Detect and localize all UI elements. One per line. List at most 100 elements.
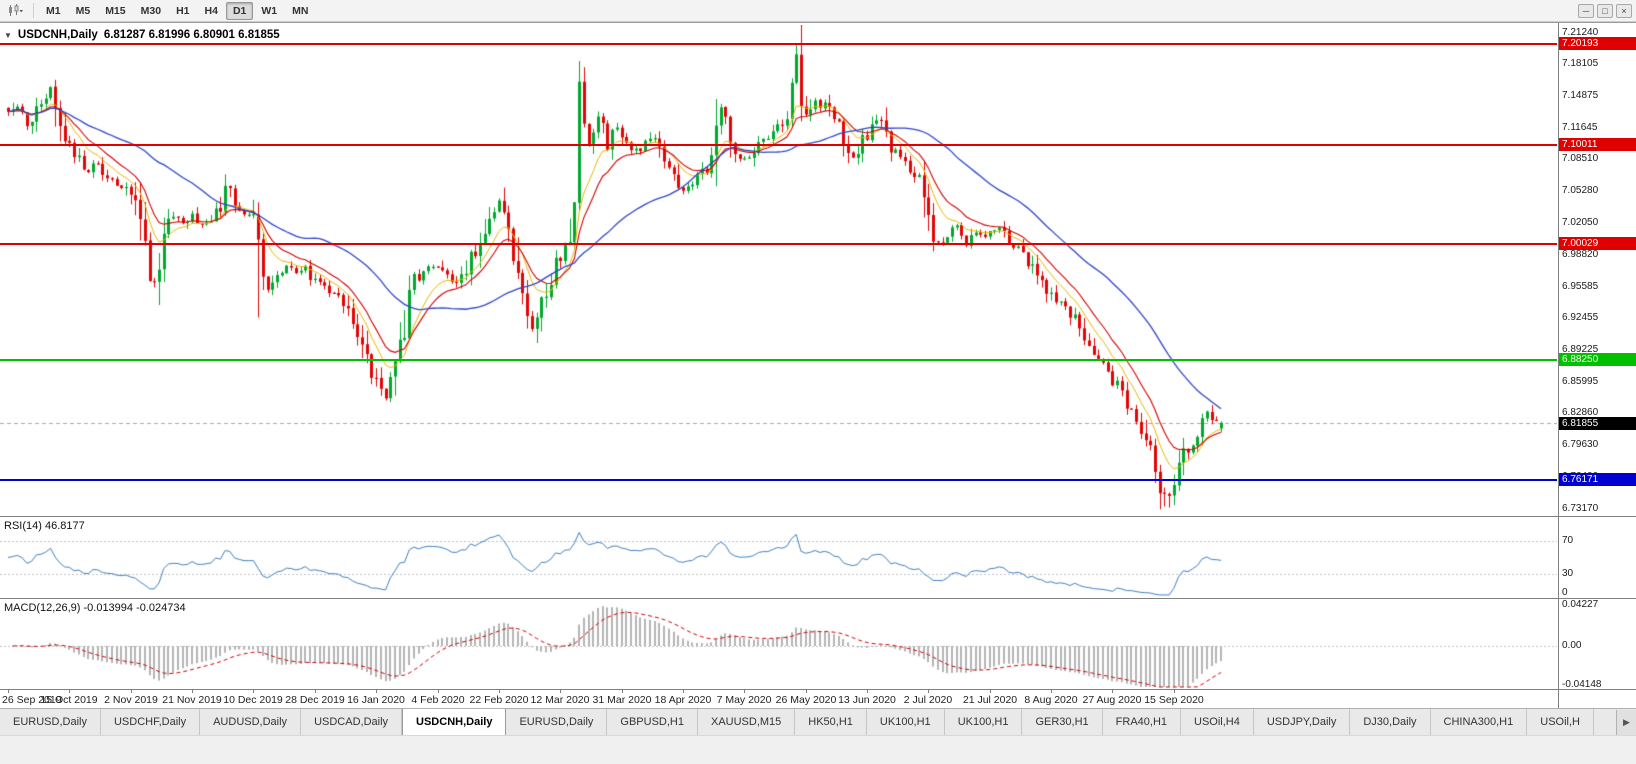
rsi-value: 46.8177 xyxy=(44,520,85,532)
price-axis-tick: 6.95585 xyxy=(1562,280,1599,292)
toolbar-separator xyxy=(33,3,34,18)
time-axis-tick xyxy=(315,690,316,693)
timeframe-button-m1[interactable]: M1 xyxy=(46,4,61,17)
collapse-arrow-icon[interactable]: ▼ xyxy=(4,30,12,40)
price-axis-tick: 7.18105 xyxy=(1562,57,1599,69)
price-level-badge: 7.20193 xyxy=(1559,37,1636,51)
timeframe-toolbar: M1 M5 M15 M30 H1 H4 D1 W1 MN xyxy=(39,1,315,20)
price-axis-tick: 6.85995 xyxy=(1562,375,1599,387)
chart-tab-bar: ▶ EURUSD,Daily USDCHF,Daily AUDUSD,Daily US… xyxy=(0,708,1636,735)
tab-hk50-h1[interactable]: HK50,H1 xyxy=(795,709,867,735)
macd-axis-label: 0.00 xyxy=(1562,640,1582,651)
price-axis-tick: 6.98820 xyxy=(1562,248,1599,260)
tab-usdcad-daily[interactable]: USDCAD,Daily xyxy=(301,709,403,735)
tab-audusd-daily[interactable]: AUDUSD,Daily xyxy=(200,709,302,735)
panel-separator xyxy=(0,689,1636,690)
time-axis-tick xyxy=(499,690,500,693)
timeframe-button-m30[interactable]: M30 xyxy=(140,4,162,17)
macd-axis-label: -0.04148 xyxy=(1562,679,1602,690)
time-axis-tick xyxy=(744,690,745,693)
timeframe-button-mn[interactable]: MN xyxy=(292,4,309,17)
time-axis-tick xyxy=(192,690,193,693)
chart-ohlc-values: 6.81287 6.81996 6.80901 6.81855 xyxy=(103,29,280,41)
tab-uk100-h1[interactable]: UK100,H1 xyxy=(866,709,945,735)
price-level-badge: 6.76171 xyxy=(1559,473,1636,487)
tab-china300-h1[interactable]: CHINA300,H1 xyxy=(1430,709,1528,735)
time-axis-label: 21 Nov 2019 xyxy=(162,694,222,706)
price-axis-tick: 6.92455 xyxy=(1562,311,1599,323)
price-axis-tick: 7.08510 xyxy=(1562,152,1599,164)
timeframe-button-h4[interactable]: H4 xyxy=(204,4,218,17)
timeframe-button-w1[interactable]: W1 xyxy=(261,4,278,17)
tab-dj30-daily[interactable]: DJ30,Daily xyxy=(1350,709,1431,735)
tab-ger30-h1[interactable]: GER30,H1 xyxy=(1022,709,1103,735)
chart-title-overlay: ▼ USDCNH,Daily 6.81287 6.81996 6.80901 6… xyxy=(4,29,280,41)
price-level-badge: 7.00029 xyxy=(1559,236,1636,250)
macd-panel-canvas[interactable] xyxy=(0,599,1557,689)
rsi-panel-canvas[interactable] xyxy=(0,517,1557,598)
status-strip xyxy=(0,735,1636,764)
top-toolbar: M1 M5 M15 M30 H1 H4 D1 W1 MN ─ □ × xyxy=(0,0,1636,22)
tab-uk100-h1[interactable]: UK100,H1 xyxy=(944,709,1023,735)
rsi-axis-label: 70 xyxy=(1562,534,1574,546)
chart-window: ▼ USDCNH,Daily 6.81287 6.81996 6.80901 6… xyxy=(0,22,1636,709)
tab-gbpusd-h1[interactable]: GBPUSD,H1 xyxy=(607,709,698,735)
time-axis-tick xyxy=(69,690,70,693)
price-axis-tick: 6.73170 xyxy=(1562,502,1599,514)
timeframe-button-m5[interactable]: M5 xyxy=(75,4,91,17)
time-axis-label: 18 Apr 2020 xyxy=(654,694,712,706)
macd-values: -0.013994 -0.024734 xyxy=(83,602,186,614)
timeframe-button-d1[interactable]: D1 xyxy=(225,1,254,20)
tab-scroll-right-button[interactable]: ▶ xyxy=(1616,710,1636,735)
time-axis-tick xyxy=(8,690,9,693)
panel-separator[interactable] xyxy=(0,516,1636,517)
tab-eurusd-daily[interactable]: EURUSD,Daily xyxy=(506,709,608,735)
time-axis-tick xyxy=(1112,690,1113,693)
time-axis-tick xyxy=(1174,690,1175,693)
rsi-indicator-label: RSI(14) 46.8177 xyxy=(4,520,85,532)
tab-eurusd-daily[interactable]: EURUSD,Daily xyxy=(0,709,101,735)
time-axis-label: 21 Jul 2020 xyxy=(962,694,1018,706)
minimize-button[interactable]: ─ xyxy=(1578,3,1594,18)
current-price-badge: 6.81855 xyxy=(1559,416,1636,430)
panel-separator[interactable] xyxy=(0,598,1636,599)
timeframe-button-m15[interactable]: M15 xyxy=(105,4,126,17)
time-axis-label: 26 Sep 2019 xyxy=(2,694,62,706)
time-axis-label: 15 Sep 2020 xyxy=(1144,694,1204,706)
time-axis-label: 27 Aug 2020 xyxy=(1082,694,1142,706)
time-axis-label: 12 Mar 2020 xyxy=(530,694,590,706)
rsi-name: RSI(14) xyxy=(4,520,42,532)
price-axis-tick: 7.14875 xyxy=(1562,89,1599,101)
tab-usdcnh-daily[interactable]: USDCNH,Daily xyxy=(402,709,507,735)
chart-type-icon[interactable] xyxy=(4,2,26,20)
time-axis-label: 31 Mar 2020 xyxy=(592,694,652,706)
tab-usdjpy-daily[interactable]: USDJPY,Daily xyxy=(1253,709,1351,735)
price-axis-tick: 6.79630 xyxy=(1562,438,1599,450)
time-axis-label: 13 Jun 2020 xyxy=(838,694,896,706)
tab-usoil-h4[interactable]: USOil,H4 xyxy=(1181,709,1254,735)
macd-name: MACD(12,26,9) xyxy=(4,602,81,614)
price-axis-tick: 6.82860 xyxy=(1562,406,1599,418)
tab-usdchf-daily[interactable]: USDCHF,Daily xyxy=(100,709,201,735)
price-chart-canvas[interactable] xyxy=(0,25,1557,516)
price-axis-tick: 7.05280 xyxy=(1562,184,1599,196)
timeframe-button-h1[interactable]: H1 xyxy=(176,4,190,17)
time-axis-tick xyxy=(1051,690,1052,693)
macd-axis-label: 0.04227 xyxy=(1562,598,1599,610)
macd-indicator-label: MACD(12,26,9) -0.013994 -0.024734 xyxy=(4,602,186,614)
price-axis: 7.21240 7.18105 7.14875 7.11645 7.08510 7.052… xyxy=(1558,23,1636,709)
tab-usoil-h[interactable]: USOil,H xyxy=(1527,709,1594,735)
time-axis-label: 16 Jan 2020 xyxy=(347,694,405,706)
price-axis-tick: 7.02050 xyxy=(1562,216,1599,228)
price-level-badge: 6.88250 xyxy=(1559,353,1636,367)
tab-fra40-h1[interactable]: FRA40,H1 xyxy=(1102,709,1182,735)
price-level-badge: 7.10011 xyxy=(1559,138,1636,151)
tab-xauusd-m15[interactable]: XAUUSD,M15 xyxy=(697,709,796,735)
time-axis-tick xyxy=(867,690,868,693)
restore-button[interactable]: □ xyxy=(1597,3,1613,18)
time-axis-label: 15 Oct 2019 xyxy=(40,694,98,706)
time-axis-tick xyxy=(560,690,561,693)
rsi-axis-label: 30 xyxy=(1562,568,1574,580)
close-button[interactable]: × xyxy=(1616,3,1632,18)
window-controls: ─ □ × xyxy=(1578,3,1632,18)
